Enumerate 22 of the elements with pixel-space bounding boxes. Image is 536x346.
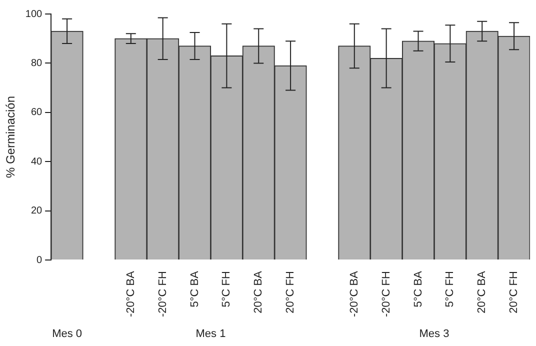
x-tick-label: 20°C BA [476,270,488,314]
y-tick-label: 20 [30,206,43,217]
x-tick-label: -20°C FH [156,270,169,317]
text: Mes 0 [52,328,82,340]
x-tick-label: 20°C FH [508,270,520,314]
x-tick-label: -20°C BA [124,270,137,318]
x-tick-label: 5°C FH [220,270,233,308]
x-tick-label: 20°C BA [252,270,265,314]
x-tick-label: 5°C BA [188,270,201,308]
text: Mes 1 [196,328,226,340]
text: Mes 3 [419,328,450,340]
x-tick-label: 20°C FH [284,270,297,314]
y-tick-label: 40 [30,156,43,168]
y-tick-label: 100 [25,8,43,20]
y-tick-label: 0 [36,254,43,266]
x-tick-label: 5°C BA [412,270,424,308]
y-tick-label: 80 [30,58,43,69]
y-axis-title: % Germinación [4,96,18,178]
x-tick-label: -20°C FH [380,270,392,317]
x-tick-label: -20°C BA [348,270,360,318]
x-tick-label: 5°C FH [444,270,456,308]
y-tick-label: 60 [30,107,43,118]
